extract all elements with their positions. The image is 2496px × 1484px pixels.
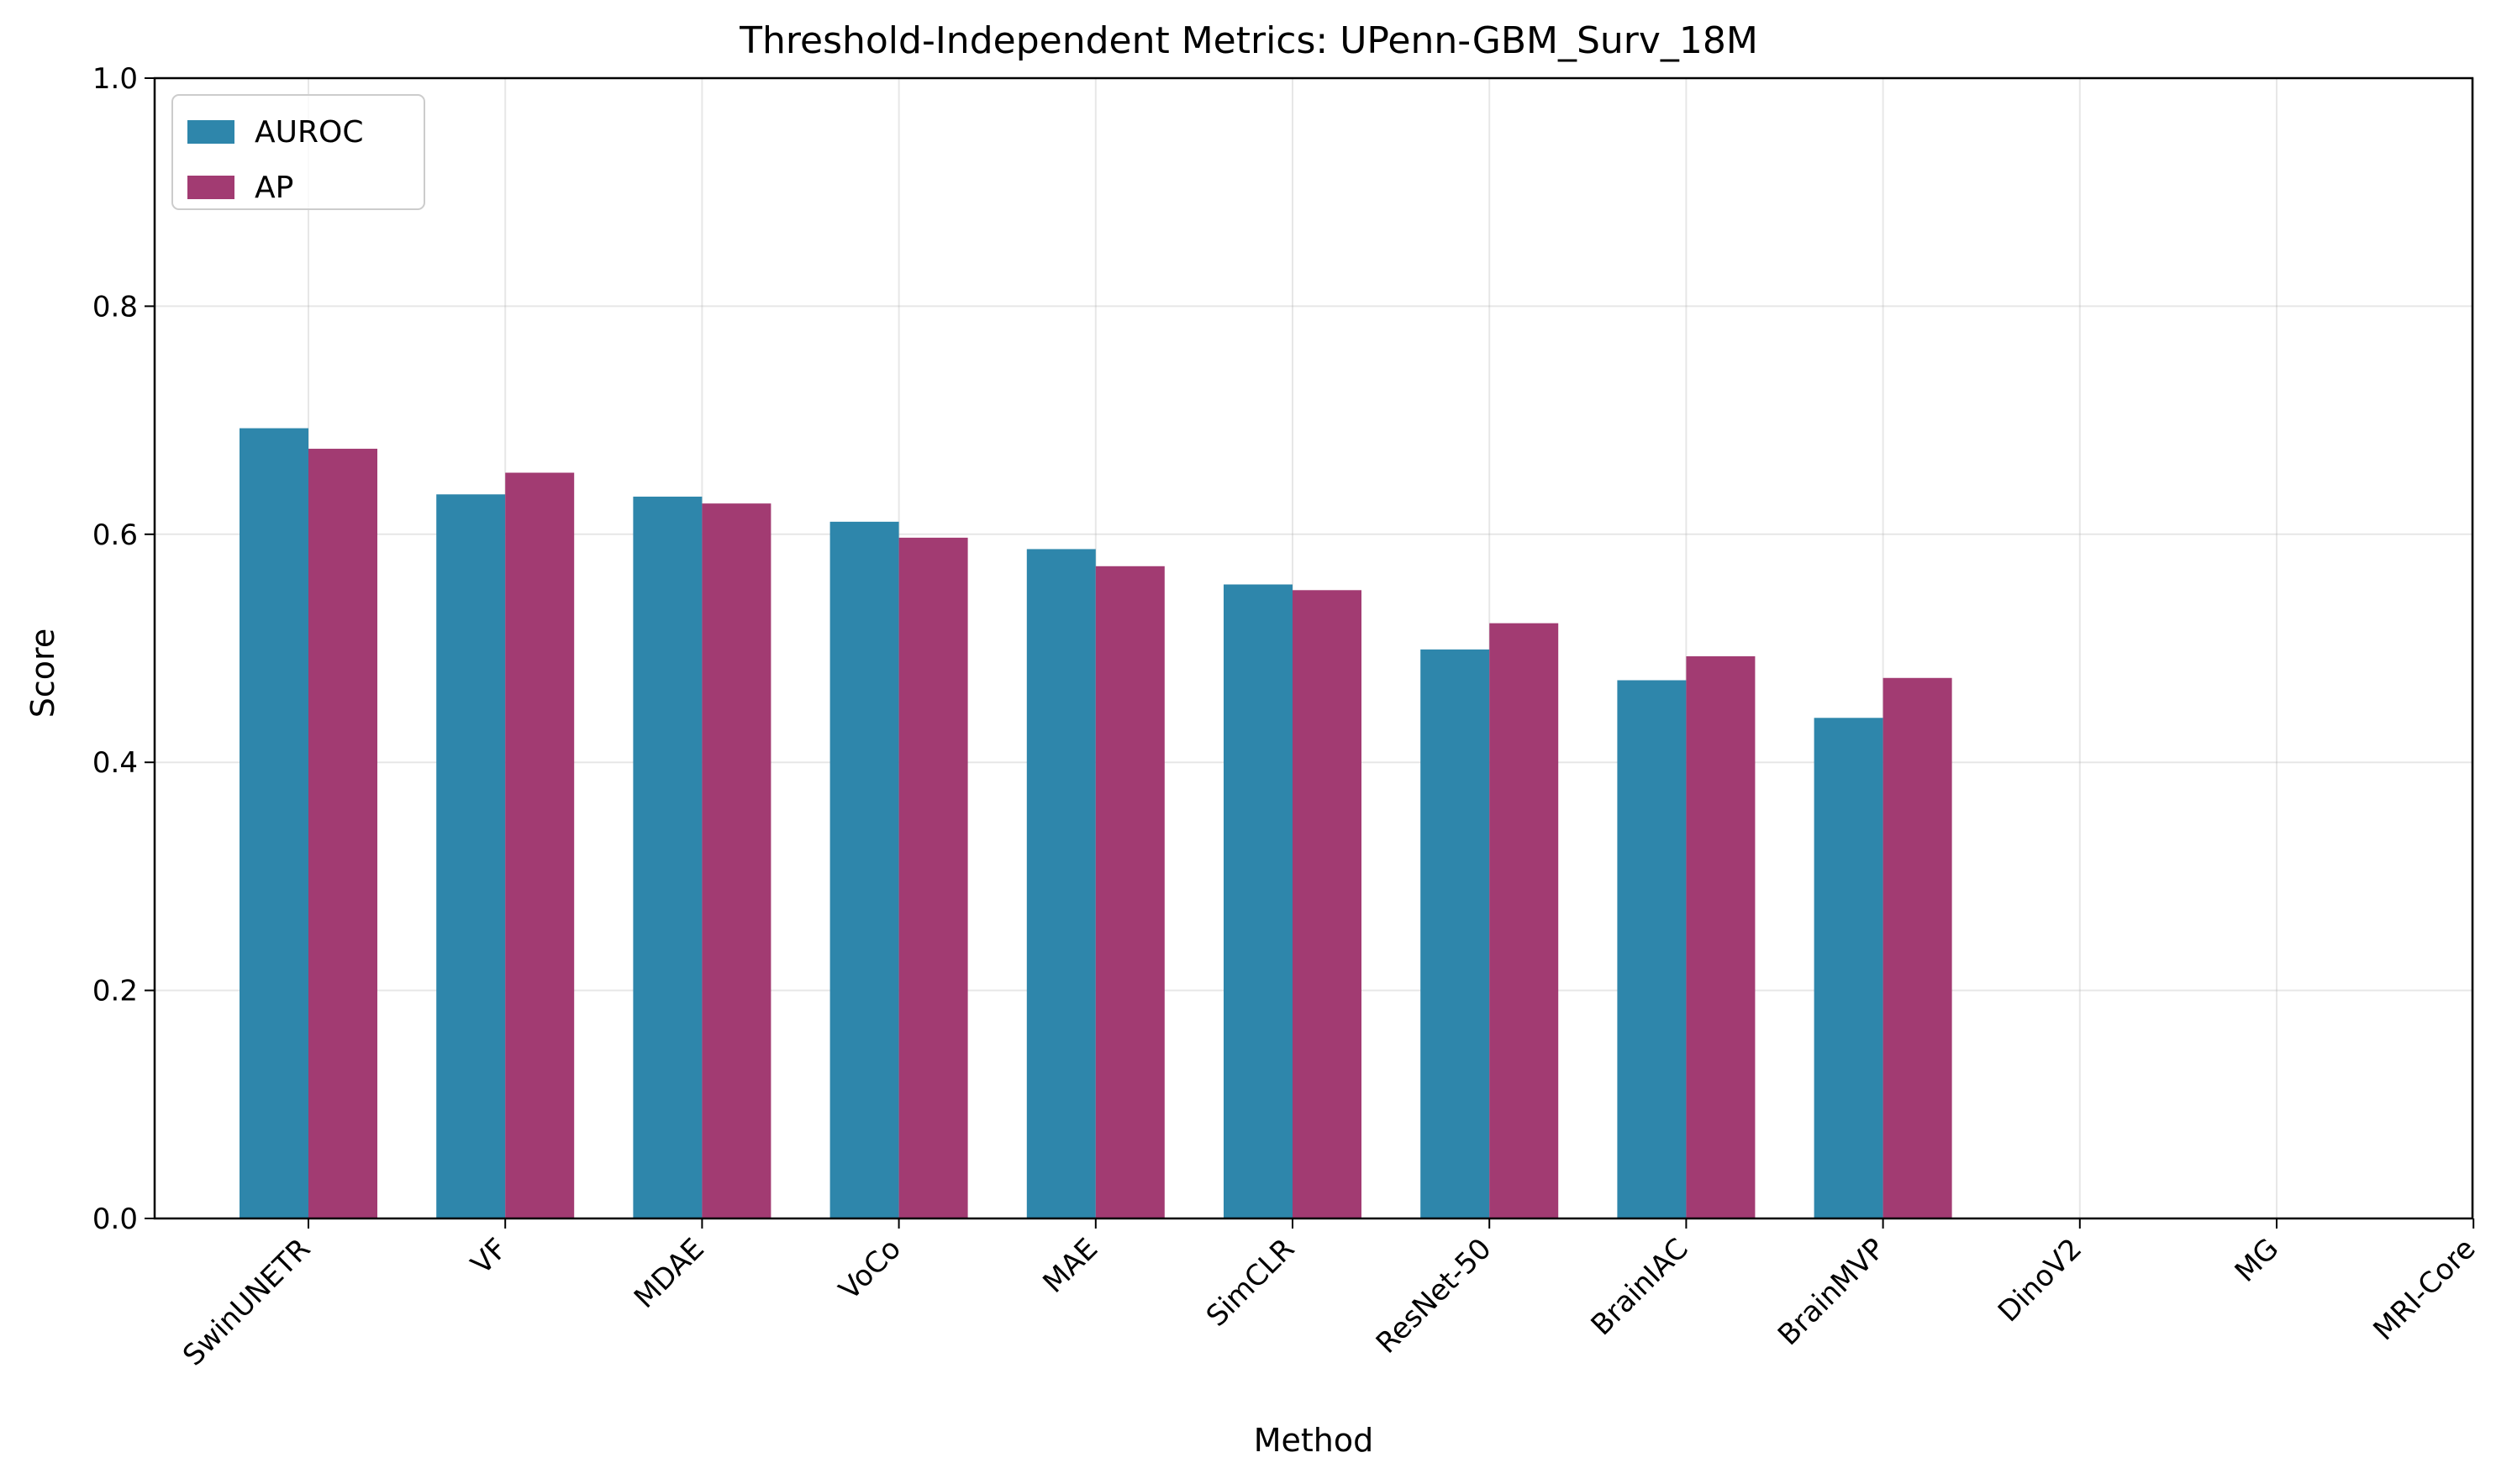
legend-box — [171, 94, 425, 210]
legend-label-ap: AP — [255, 171, 293, 205]
y-tick-label: 0.2 — [92, 975, 138, 1008]
bar-auroc-voco — [829, 521, 899, 1218]
bar-ap-mae — [1095, 566, 1165, 1218]
plot-frame — [153, 76, 2474, 1220]
bar-auroc-brainiac — [1617, 680, 1687, 1218]
legend: AUROC AP — [171, 94, 425, 210]
bar-auroc-brainmvp — [1814, 718, 1883, 1218]
legend-swatch-auroc — [187, 120, 234, 144]
y-tick-label: 0.6 — [92, 518, 138, 552]
bar-ap-simclr — [1293, 590, 1361, 1218]
bar-auroc-simclr — [1224, 584, 1293, 1218]
y-tick-label: 0.0 — [92, 1202, 138, 1236]
bar-ap-mdae — [702, 503, 771, 1218]
bar-ap-swinunetr — [308, 449, 377, 1218]
axes — [145, 76, 2475, 1229]
bar-auroc-mae — [1026, 549, 1096, 1218]
bar-ap-brainiac — [1686, 655, 1756, 1218]
chart-title: Threshold-Independent Metrics: UPenn-GBM… — [739, 19, 1758, 62]
y-tick-label: 1.0 — [92, 62, 138, 96]
y-tick-label: 0.4 — [92, 746, 138, 780]
bar-ap-voco — [898, 537, 968, 1218]
bar-auroc-swinunetr — [240, 428, 308, 1218]
legend-swatch-ap — [187, 176, 234, 199]
bar-ap-brainmvp — [1883, 677, 1952, 1218]
bar-ap-resnet-50 — [1489, 623, 1559, 1218]
y-axis-title: Score — [24, 629, 61, 718]
y-tick-label: 0.8 — [92, 290, 138, 324]
legend-label-auroc: AUROC — [255, 115, 363, 150]
bars — [240, 428, 1952, 1218]
bar-auroc-vf — [436, 494, 506, 1218]
x-axis-title: Method — [1254, 1422, 1374, 1459]
bar-ap-vf — [505, 472, 575, 1218]
bar-auroc-resnet-50 — [1420, 649, 1490, 1218]
bar-auroc-mdae — [633, 497, 703, 1218]
